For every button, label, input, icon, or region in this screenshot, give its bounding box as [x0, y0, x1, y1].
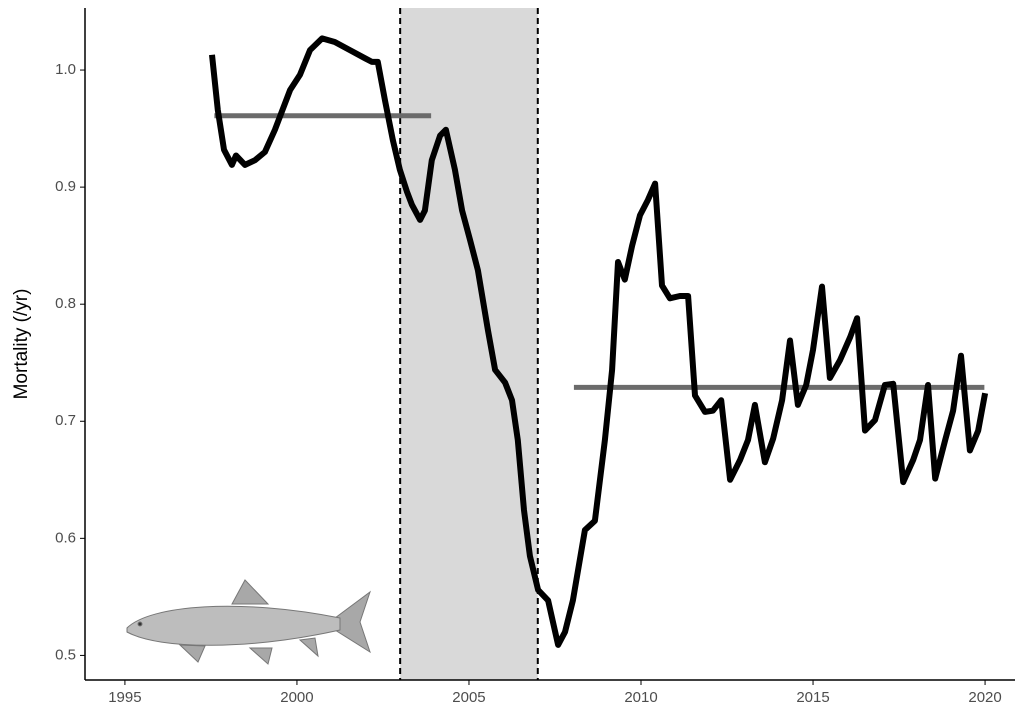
background-layer: [399, 8, 539, 680]
fish-fins: [178, 637, 319, 665]
fish-body: [126, 605, 341, 646]
x-tick-label: 2010: [624, 689, 657, 706]
x-tick-label: 2005: [452, 689, 485, 706]
fish-illustration: [126, 579, 371, 665]
x-tick-label: 2000: [280, 689, 313, 706]
fish-dorsal-fin: [231, 579, 270, 605]
y-tick-label: 1.0: [55, 61, 76, 78]
y-tick-label: 0.6: [55, 529, 76, 546]
x-tick-label: 1995: [108, 689, 141, 706]
fish-eye: [137, 621, 143, 627]
y-tick-label: 0.5: [55, 646, 76, 663]
y-axis-label: Mortality (/yr): [11, 289, 32, 400]
x-tick-label: 2020: [968, 689, 1001, 706]
y-tick-label: 0.9: [55, 178, 76, 195]
shaded-period: [400, 8, 538, 680]
mortality-line: [209, 35, 989, 648]
x-tick-label: 2015: [796, 689, 829, 706]
y-tick-label: 0.8: [55, 295, 76, 312]
y-tick-label: 0.7: [55, 412, 76, 429]
